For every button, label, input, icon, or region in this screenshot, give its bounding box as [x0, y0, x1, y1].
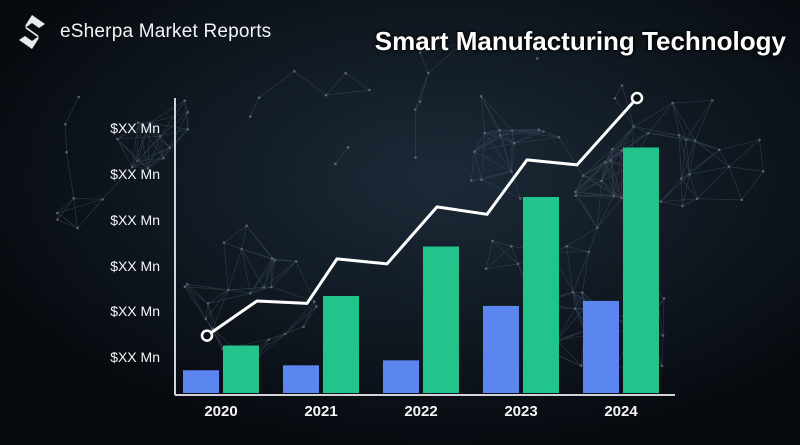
y-tick-label: $XX Mn	[110, 166, 160, 182]
trend-end-marker	[630, 91, 644, 105]
bar-2023-series-2	[523, 197, 559, 393]
bar-2021-series-1	[283, 365, 319, 393]
bar-2024-series-2	[623, 147, 659, 393]
x-tick-label-2022: 2022	[404, 403, 437, 420]
brand[interactable]: eSherpa Market Reports	[12, 12, 271, 52]
x-tick-label-2023: 2023	[504, 403, 537, 420]
y-tick-label: $XX Mn	[110, 303, 160, 319]
y-tick-label: $XX Mn	[110, 212, 160, 228]
bar-2023-series-1	[483, 305, 519, 393]
bar-2022-series-2	[423, 246, 459, 393]
trend-line	[206, 96, 639, 337]
x-tick-label-2021: 2021	[304, 403, 337, 420]
y-tick-label: $XX Mn	[110, 349, 160, 365]
bar-2024-series-1	[583, 300, 619, 393]
esherpa-logo-icon	[19, 15, 45, 49]
bar-2020-series-1	[183, 370, 219, 393]
y-tick-label: $XX Mn	[110, 120, 160, 136]
brand-name: eSherpa Market Reports	[60, 21, 272, 42]
x-tick-label-2024: 2024	[604, 403, 638, 420]
trend-start-marker	[200, 329, 214, 342]
bar-2022-series-1	[383, 360, 419, 393]
bar-2021-series-2	[323, 296, 359, 393]
chart-title: Smart Manufacturing Technology	[374, 26, 786, 56]
bar-2020-series-2	[223, 345, 259, 393]
y-tick-label: $XX Mn	[110, 258, 160, 274]
x-tick-label-2020: 2020	[204, 403, 237, 420]
